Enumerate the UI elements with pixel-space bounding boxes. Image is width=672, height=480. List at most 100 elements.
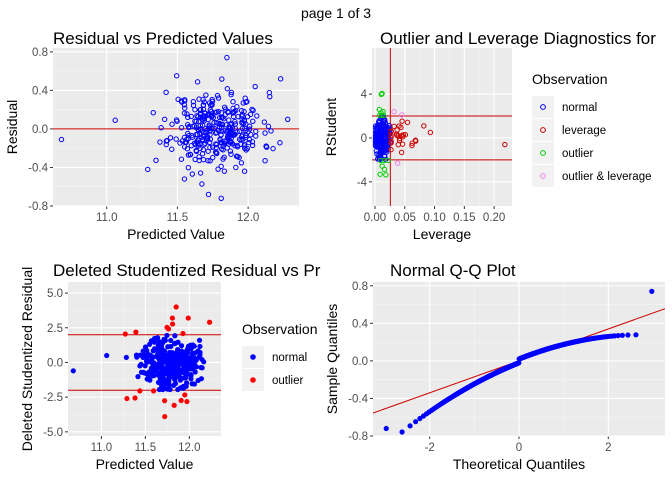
- data-point: [268, 128, 274, 134]
- data-point: [232, 131, 238, 138]
- y-tick-label: -0.8: [348, 431, 368, 443]
- chart-title: Outlier and Leverage Diagnostics for: [380, 29, 656, 48]
- data-point: [223, 106, 229, 112]
- data-point: [211, 119, 217, 126]
- x-tick-label: 11.0: [96, 212, 118, 224]
- data-point: [222, 138, 228, 144]
- legend-key-bg: [532, 142, 554, 164]
- data-point: [150, 388, 157, 394]
- data-point: [182, 105, 188, 111]
- legend-marker: [540, 104, 546, 110]
- data-point: [188, 113, 194, 120]
- legend-label: outlier & leverage: [562, 171, 652, 183]
- legend-label: normal: [562, 102, 597, 114]
- data-point: [240, 100, 246, 106]
- data-point: [226, 125, 232, 131]
- data-point: [152, 346, 158, 352]
- chart-normal-qq: Normal Q-Q Plot -2 0 2 -0.8 -0.4 0.0 0.4 0.8 Theo…: [324, 261, 665, 472]
- data-point: [220, 156, 226, 162]
- data-point: [277, 76, 284, 82]
- data-point: [395, 141, 401, 148]
- data-point: [178, 397, 184, 404]
- data-point: [195, 126, 201, 133]
- data-point: [246, 139, 252, 146]
- x-axis-label: Theoretical Quantiles: [453, 456, 585, 472]
- data-point: [228, 91, 234, 98]
- legend-label: outlier: [562, 148, 593, 160]
- data-point: [162, 413, 168, 420]
- data-point: [381, 166, 388, 173]
- data-point: [186, 123, 192, 130]
- data-point: [209, 98, 216, 105]
- data-point: [193, 118, 199, 125]
- y-axis-label: Residual: [4, 100, 20, 154]
- data-point: [215, 166, 221, 172]
- y-tick-label: 0: [361, 133, 367, 145]
- y-tick-label: -0.4: [28, 162, 48, 174]
- data-point: [404, 119, 411, 126]
- legend-label: leverage: [562, 125, 606, 137]
- data-point: [199, 181, 205, 187]
- data-point: [165, 344, 171, 350]
- data-point: [214, 92, 221, 99]
- data-point: [185, 114, 191, 120]
- legend-title: Observation: [242, 321, 317, 337]
- data-point: [407, 423, 413, 429]
- data-point: [165, 353, 171, 359]
- data-point: [171, 402, 177, 408]
- y-tick-label: -0.8: [28, 201, 48, 213]
- data-point: [250, 118, 256, 125]
- data-point: [233, 164, 239, 171]
- data-point: [213, 150, 220, 156]
- data-point: [412, 137, 419, 143]
- data-point: [197, 170, 204, 176]
- data-point: [199, 356, 205, 363]
- data-point: [210, 154, 216, 161]
- data-point: [180, 367, 186, 373]
- data-point: [208, 108, 215, 115]
- x-tick-label: 11.0: [91, 442, 113, 454]
- data-point: [164, 324, 170, 330]
- data-point: [162, 365, 168, 371]
- data-point: [207, 144, 213, 151]
- chart-deleted-studentized: Deleted Studentized Residual vs Pr 11.0 11…: [19, 261, 321, 472]
- data-point: [381, 136, 387, 143]
- legend-key-bg: [532, 165, 554, 187]
- data-point: [178, 156, 185, 162]
- data-point: [174, 369, 180, 375]
- data-point: [124, 395, 130, 402]
- data-point: [241, 120, 247, 127]
- data-point: [179, 348, 185, 354]
- data-point: [253, 133, 259, 139]
- data-point: [393, 131, 400, 137]
- data-point: [58, 136, 65, 143]
- data-point: [185, 164, 192, 171]
- y-tick-label: -5.0: [43, 427, 63, 439]
- data-point: [190, 342, 196, 348]
- data-point: [181, 110, 188, 116]
- data-point: [241, 168, 248, 174]
- data-point: [147, 369, 153, 376]
- data-point: [197, 343, 203, 350]
- data-point: [270, 145, 276, 152]
- data-point: [188, 372, 194, 378]
- data-point: [196, 154, 202, 160]
- data-point: [194, 79, 201, 85]
- data-point: [214, 109, 220, 115]
- plots-group: Residual vs Predicted Values 11.0 11.5 12.0…: [4, 29, 665, 472]
- data-point: [104, 352, 110, 359]
- data-point: [228, 89, 235, 96]
- x-tick-label: 11.5: [167, 212, 189, 224]
- data-point: [138, 361, 144, 367]
- data-point: [151, 339, 157, 345]
- data-point: [161, 116, 168, 123]
- data-point: [427, 129, 434, 136]
- data-point: [150, 109, 156, 116]
- data-point: [149, 360, 156, 366]
- data-point: [211, 125, 217, 131]
- data-point: [207, 128, 213, 134]
- data-point: [185, 315, 191, 321]
- data-point: [137, 388, 143, 394]
- data-point: [201, 99, 207, 105]
